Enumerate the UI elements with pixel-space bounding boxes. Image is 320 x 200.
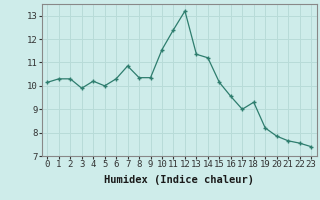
X-axis label: Humidex (Indice chaleur): Humidex (Indice chaleur) [104,175,254,185]
